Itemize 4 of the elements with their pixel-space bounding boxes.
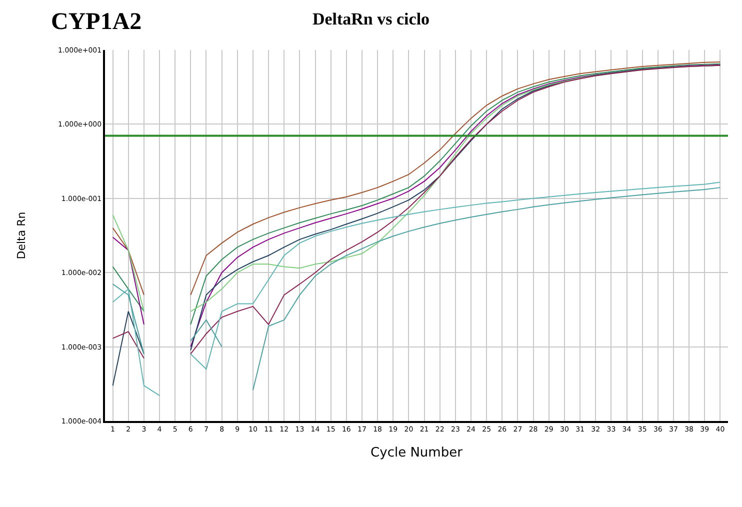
chart-title: DeltaRn vs ciclo (312, 10, 430, 29)
chart-subtitle: CYP1A2 (51, 9, 142, 35)
y-axis-title: Delta Rn (15, 212, 28, 260)
x-axis-title: Cycle Number (370, 446, 464, 460)
